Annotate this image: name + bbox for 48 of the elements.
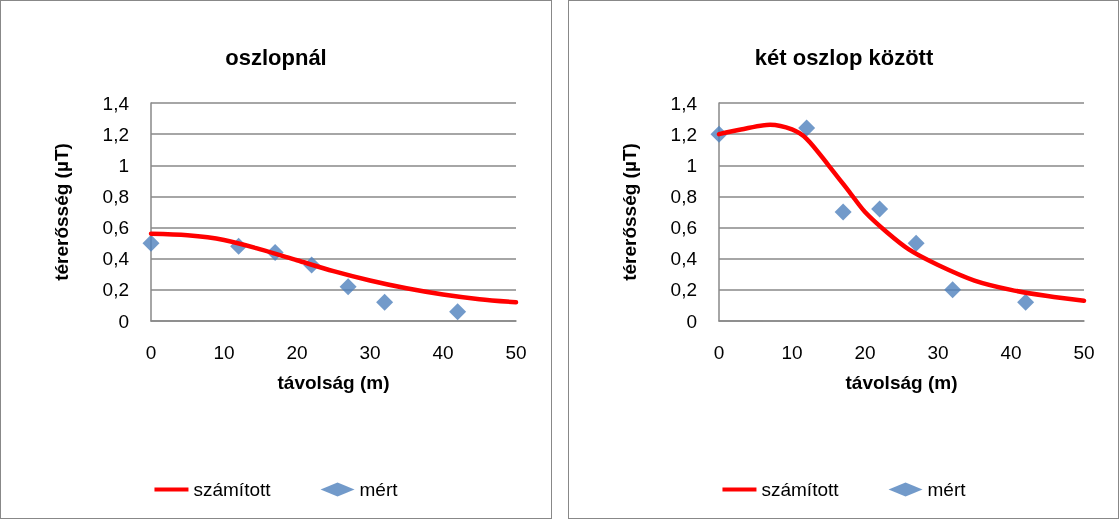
chart-title: oszlopnál (225, 44, 327, 70)
y-tick-label: 1,4 (102, 92, 130, 114)
y-tick-label: 1,2 (670, 123, 697, 145)
point (907, 234, 925, 252)
y-tick-label: 1 (685, 154, 697, 176)
x-tick-label: 0 (713, 342, 724, 363)
y-tick-label: 0,6 (102, 217, 129, 239)
y-tick-label: 0,6 (670, 217, 697, 239)
legend-label: mért (359, 479, 399, 500)
point (870, 200, 888, 218)
y-tick-label: 1 (118, 154, 129, 176)
y-tick-label: 0 (685, 310, 697, 332)
point (449, 303, 467, 321)
x-tick-label: 40 (432, 342, 454, 363)
x-tick-label: 50 (505, 342, 527, 363)
x-tick-label: 20 (286, 342, 308, 363)
point (142, 234, 160, 252)
y-axis-title: térerősség (µT) (51, 143, 72, 281)
y-tick-label: 1,4 (670, 92, 697, 114)
x-tick-label: 10 (213, 342, 235, 363)
point (1016, 293, 1034, 311)
y-tick-label: 0,8 (670, 185, 697, 207)
point (943, 281, 961, 299)
y-tick-label: 0,2 (102, 279, 129, 301)
y-tick-label: 0 (118, 310, 129, 332)
legend-label: számított (193, 479, 272, 500)
x-tick-label: 0 (145, 342, 157, 363)
point (339, 278, 357, 296)
chart-title: két oszlop között (754, 44, 934, 70)
y-tick-label: 0,2 (670, 279, 697, 301)
x-tick-label: 30 (926, 342, 949, 363)
y-tick-label: 0,4 (102, 248, 130, 270)
x-tick-label: 30 (359, 342, 381, 363)
y-tick-label: 0,4 (670, 248, 697, 270)
x-tick-label: 10 (780, 342, 803, 363)
point (376, 293, 394, 311)
x-tick-label: 20 (853, 342, 876, 363)
y-axis-title: térerősség (µT) (618, 143, 640, 281)
point (834, 203, 852, 221)
x-tick-label: 50 (1072, 342, 1095, 363)
x-tick-label: 40 (999, 342, 1022, 363)
x-axis-title: távolság (m) (845, 372, 957, 393)
point (797, 119, 815, 137)
y-tick-label: 0,8 (102, 185, 129, 207)
x-axis-title: távolság (m) (277, 372, 390, 393)
y-tick-label: 1,2 (102, 123, 129, 145)
legend-label: mért (927, 479, 966, 500)
legend-label: számított (760, 479, 839, 500)
